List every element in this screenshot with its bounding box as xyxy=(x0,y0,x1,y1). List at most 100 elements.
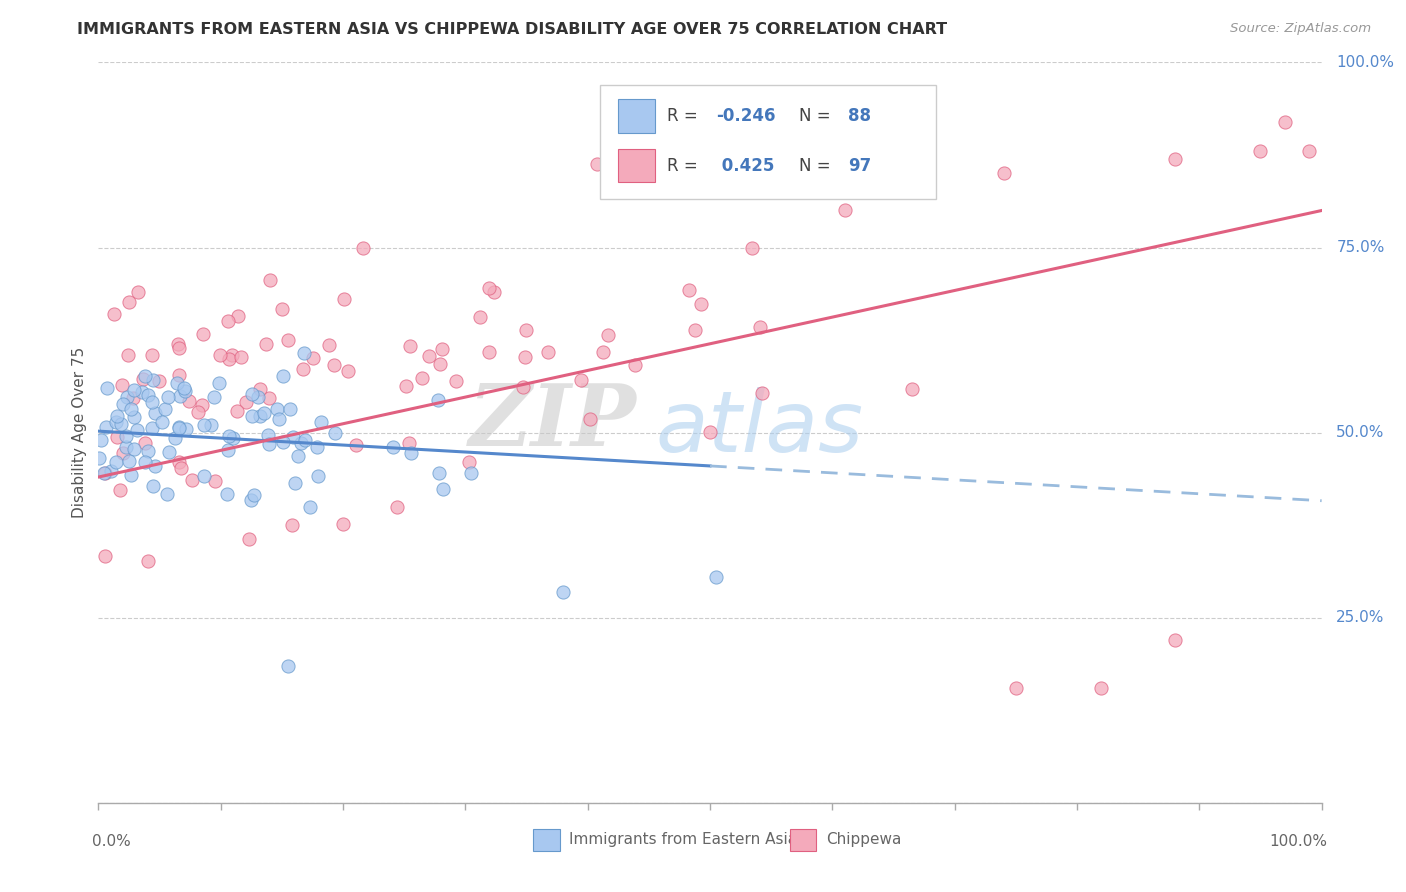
Point xyxy=(191,326,214,341)
Point xyxy=(231,351,253,365)
Point xyxy=(579,411,602,425)
Point xyxy=(352,242,374,256)
Point xyxy=(1298,145,1320,159)
Point xyxy=(294,433,316,447)
Point xyxy=(478,281,501,295)
Point xyxy=(259,273,281,287)
Point xyxy=(143,458,166,473)
Point xyxy=(121,391,143,405)
Point xyxy=(142,479,165,493)
Point xyxy=(125,424,148,438)
FancyBboxPatch shape xyxy=(600,85,936,200)
Point xyxy=(307,440,329,454)
Text: 0.0%: 0.0% xyxy=(93,834,131,849)
Point xyxy=(284,475,307,490)
Text: Source: ZipAtlas.com: Source: ZipAtlas.com xyxy=(1230,22,1371,36)
Point xyxy=(217,487,239,501)
Point xyxy=(207,376,229,390)
Point xyxy=(112,446,135,460)
Point xyxy=(332,292,354,306)
Point xyxy=(117,390,139,404)
Point xyxy=(132,372,155,386)
Point xyxy=(592,345,614,359)
Point xyxy=(100,465,122,479)
Point xyxy=(283,430,305,444)
Point xyxy=(418,349,440,363)
Text: atlas: atlas xyxy=(655,387,863,470)
Point xyxy=(586,156,609,170)
Point xyxy=(302,351,325,366)
Point xyxy=(482,285,505,299)
Point xyxy=(993,166,1015,180)
Point xyxy=(134,369,156,384)
Point xyxy=(218,429,240,443)
Point xyxy=(323,425,346,440)
Text: 88: 88 xyxy=(848,107,872,125)
Point xyxy=(221,348,243,362)
Point xyxy=(271,302,294,317)
Point xyxy=(166,376,188,390)
Point xyxy=(749,174,772,188)
Point xyxy=(118,294,141,309)
Point xyxy=(1164,632,1187,647)
Text: 75.0%: 75.0% xyxy=(1336,240,1385,255)
Point xyxy=(217,443,239,458)
Point xyxy=(89,451,111,466)
Bar xyxy=(619,149,655,182)
Point xyxy=(143,407,166,421)
Point xyxy=(411,371,433,385)
Point xyxy=(167,337,190,351)
Point xyxy=(167,341,190,355)
Point xyxy=(108,483,131,497)
Text: R =: R = xyxy=(668,157,703,175)
Point xyxy=(515,323,537,337)
Point xyxy=(163,431,186,445)
Point xyxy=(280,518,302,533)
Point xyxy=(122,410,145,425)
Point xyxy=(134,436,156,450)
Text: R =: R = xyxy=(668,107,703,125)
Text: 0.425: 0.425 xyxy=(716,157,775,175)
Point xyxy=(187,405,209,419)
Text: Chippewa: Chippewa xyxy=(827,832,901,847)
Point xyxy=(136,444,159,458)
Bar xyxy=(533,829,560,851)
Point xyxy=(291,361,314,376)
Point xyxy=(200,418,222,433)
Point xyxy=(157,390,180,404)
Point xyxy=(278,401,301,416)
Point xyxy=(111,377,134,392)
Point xyxy=(427,466,450,480)
Point xyxy=(751,386,773,401)
Point xyxy=(167,455,190,469)
Point xyxy=(257,392,280,406)
Point xyxy=(432,483,454,497)
Point xyxy=(1004,681,1026,695)
Point xyxy=(271,368,294,383)
Point xyxy=(398,436,420,450)
Point xyxy=(174,422,197,436)
Point xyxy=(512,379,534,393)
Point xyxy=(94,420,117,434)
Point xyxy=(1164,152,1187,166)
Point xyxy=(332,516,354,531)
Point xyxy=(136,554,159,568)
Point xyxy=(1090,681,1112,695)
Point xyxy=(901,382,924,396)
Point xyxy=(157,444,180,458)
Point xyxy=(741,242,763,256)
Point xyxy=(104,455,127,469)
Point xyxy=(142,373,165,387)
Point xyxy=(209,347,232,361)
Point xyxy=(238,533,260,547)
Point xyxy=(141,421,163,435)
Point xyxy=(105,430,128,444)
Point xyxy=(177,393,200,408)
Point xyxy=(749,320,772,334)
Point xyxy=(821,162,844,177)
Point xyxy=(148,374,170,388)
Point xyxy=(169,421,191,435)
Point xyxy=(598,328,620,343)
Point xyxy=(277,333,299,347)
Point xyxy=(141,395,163,409)
